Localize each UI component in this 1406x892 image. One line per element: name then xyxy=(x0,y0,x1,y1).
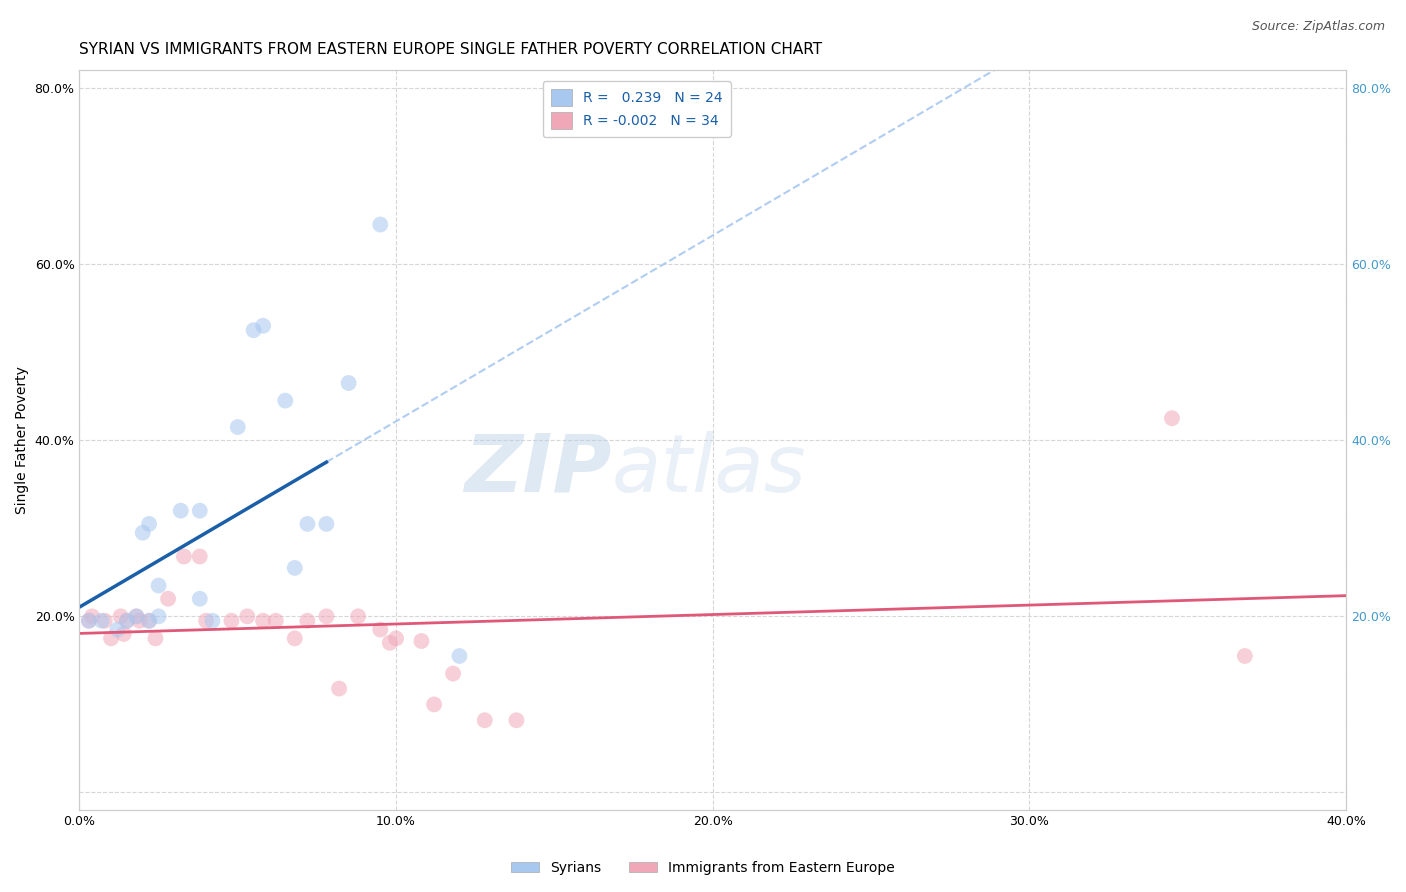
Point xyxy=(125,609,148,624)
Point xyxy=(264,614,287,628)
Point xyxy=(423,698,446,712)
Point xyxy=(315,609,337,624)
Point xyxy=(138,614,160,628)
Legend: R =   0.239   N = 24, R = -0.002   N = 34: R = 0.239 N = 24, R = -0.002 N = 34 xyxy=(543,81,731,137)
Point xyxy=(284,632,307,646)
Point xyxy=(474,713,496,727)
Point xyxy=(297,516,319,531)
Point xyxy=(315,516,337,531)
Point xyxy=(77,614,100,628)
Point xyxy=(505,713,527,727)
Point xyxy=(115,614,138,628)
Point xyxy=(368,623,391,637)
Point xyxy=(128,614,150,628)
Point xyxy=(328,681,350,696)
Point xyxy=(125,609,148,624)
Text: atlas: atlas xyxy=(612,431,806,508)
Point xyxy=(100,632,122,646)
Point xyxy=(170,504,193,518)
Point xyxy=(284,561,307,575)
Point xyxy=(441,666,464,681)
Point xyxy=(449,648,471,663)
Text: ZIP: ZIP xyxy=(464,431,612,508)
Text: Source: ZipAtlas.com: Source: ZipAtlas.com xyxy=(1251,20,1385,33)
Point xyxy=(132,525,155,540)
Point xyxy=(148,578,170,592)
Point xyxy=(337,376,360,390)
Legend: Syrians, Immigrants from Eastern Europe: Syrians, Immigrants from Eastern Europe xyxy=(506,855,900,880)
Text: SYRIAN VS IMMIGRANTS FROM EASTERN EUROPE SINGLE FATHER POVERTY CORRELATION CHART: SYRIAN VS IMMIGRANTS FROM EASTERN EUROPE… xyxy=(79,42,823,57)
Point xyxy=(201,614,224,628)
Point xyxy=(145,632,167,646)
Point xyxy=(221,614,243,628)
Point xyxy=(188,591,211,606)
Point xyxy=(188,504,211,518)
Point xyxy=(252,614,274,628)
Y-axis label: Single Father Poverty: Single Father Poverty xyxy=(15,367,30,514)
Point xyxy=(347,609,370,624)
Point xyxy=(195,614,218,628)
Point xyxy=(107,623,129,637)
Point xyxy=(94,614,117,628)
Point xyxy=(110,609,132,624)
Point xyxy=(188,549,211,564)
Point xyxy=(138,614,160,628)
Point xyxy=(252,318,274,333)
Point xyxy=(368,218,391,232)
Point xyxy=(274,393,297,408)
Point xyxy=(297,614,319,628)
Point xyxy=(411,634,433,648)
Point xyxy=(385,632,408,646)
Point xyxy=(1161,411,1184,425)
Point xyxy=(157,591,180,606)
Point xyxy=(138,516,160,531)
Point xyxy=(80,609,103,624)
Point xyxy=(1233,648,1256,663)
Point xyxy=(115,614,138,628)
Point xyxy=(112,627,135,641)
Point xyxy=(148,609,170,624)
Point xyxy=(378,636,401,650)
Point xyxy=(77,614,100,628)
Point xyxy=(242,323,264,337)
Point xyxy=(226,420,249,434)
Point xyxy=(90,614,112,628)
Point xyxy=(173,549,195,564)
Point xyxy=(236,609,259,624)
